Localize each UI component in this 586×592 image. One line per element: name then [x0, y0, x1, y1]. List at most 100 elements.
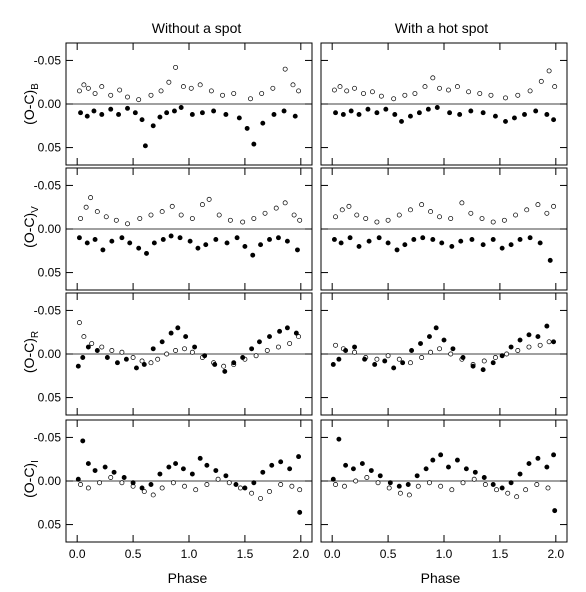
- y-tick-label: 0.05: [38, 141, 62, 155]
- data-point-open: [173, 64, 179, 70]
- data-point-open: [344, 88, 350, 94]
- data-point-filled: [547, 257, 553, 263]
- data-point-filled: [430, 457, 436, 463]
- data-point-filled: [195, 245, 201, 251]
- data-point-filled: [522, 112, 527, 117]
- data-point-filled: [159, 339, 165, 345]
- data-point-filled: [414, 473, 420, 479]
- data-point-filled: [517, 237, 523, 242]
- data-point-filled: [94, 348, 100, 353]
- data-point-filled: [258, 242, 264, 248]
- data-point-open: [396, 212, 402, 218]
- data-point-filled: [240, 355, 246, 360]
- data-point-filled: [333, 110, 338, 116]
- ylabel-row-2: (O-C)R: [21, 331, 41, 373]
- data-point-open: [81, 334, 87, 340]
- data-point-filled: [330, 362, 336, 367]
- data-point-open: [471, 476, 477, 482]
- data-point-filled: [441, 337, 447, 343]
- data-point-filled: [108, 106, 114, 112]
- x-tick-label: 1.5: [492, 547, 509, 561]
- data-point-filled: [490, 482, 496, 487]
- data-point-filled: [222, 368, 228, 374]
- data-point-filled: [350, 466, 356, 472]
- data-point-open: [524, 207, 530, 213]
- data-point-filled: [408, 113, 413, 119]
- data-point-filled: [213, 468, 219, 473]
- data-point-filled: [249, 346, 255, 352]
- data-point-filled: [439, 240, 445, 246]
- data-point-filled: [257, 339, 262, 345]
- data-point-filled: [347, 235, 353, 241]
- data-point-open: [466, 89, 472, 95]
- data-point-open: [85, 85, 91, 91]
- data-point-filled: [343, 462, 349, 468]
- data-point-filled: [278, 459, 284, 465]
- svg-text:(O-C)R: (O-C)R: [21, 331, 41, 373]
- data-point-filled: [168, 233, 174, 239]
- svg-text:(O-C)B: (O-C)B: [21, 83, 41, 125]
- data-point-filled: [409, 348, 415, 353]
- data-point-open: [182, 346, 187, 352]
- data-point-filled: [537, 240, 543, 246]
- data-point-open: [248, 96, 253, 102]
- data-point-filled: [394, 247, 400, 253]
- data-point-filled: [78, 110, 83, 116]
- data-point-open: [208, 88, 214, 94]
- data-point-open: [523, 487, 529, 493]
- data-point-filled: [233, 482, 239, 487]
- data-point-open: [170, 480, 176, 486]
- panel-V-no-spot: -0.05 0.00 0.05: [34, 167, 313, 291]
- data-point-filled: [372, 362, 378, 367]
- x-tick-label: 2.0: [292, 547, 309, 561]
- data-point-open: [460, 480, 466, 486]
- data-point-filled: [202, 353, 208, 359]
- data-point-open: [428, 209, 434, 215]
- data-point-filled: [151, 240, 157, 246]
- data-point-filled: [142, 143, 148, 149]
- y-tick-label: 0.00: [38, 474, 62, 488]
- data-point-filled: [526, 461, 532, 467]
- data-point-filled: [458, 238, 464, 244]
- data-point-filled: [470, 363, 476, 369]
- data-point-open: [276, 344, 281, 350]
- data-point-filled: [512, 115, 517, 121]
- data-point-filled: [144, 250, 149, 256]
- data-point-open: [278, 482, 284, 487]
- data-point-filled: [236, 115, 242, 121]
- x-tick-label: 1.5: [237, 547, 254, 561]
- data-point-open: [148, 92, 154, 98]
- data-point-open: [215, 476, 221, 482]
- data-point-filled: [544, 112, 550, 117]
- data-point-filled: [180, 466, 186, 472]
- data-point-open: [89, 341, 95, 346]
- data-point-open: [514, 494, 520, 500]
- data-point-filled: [376, 235, 382, 241]
- data-point-filled: [251, 480, 257, 486]
- data-point-open: [125, 94, 130, 100]
- data-point-filled: [175, 325, 181, 331]
- data-point-filled: [382, 358, 388, 364]
- data-point-open: [76, 88, 82, 94]
- data-point-open: [296, 88, 302, 94]
- y-tick-label: -0.05: [34, 178, 62, 192]
- data-point-open: [206, 196, 212, 202]
- data-point-open: [459, 200, 465, 206]
- data-point-open: [422, 84, 428, 90]
- data-point-filled: [75, 363, 81, 369]
- data-point-open: [262, 210, 268, 216]
- data-point-open: [78, 482, 83, 487]
- data-point-filled: [242, 485, 248, 491]
- data-point-open: [415, 483, 421, 489]
- data-point-filled: [402, 242, 408, 248]
- data-point-open: [231, 91, 237, 96]
- panel-R-hot-spot: [320, 292, 568, 416]
- data-point-filled: [377, 473, 383, 479]
- data-point-open: [103, 214, 109, 220]
- data-point-filled: [416, 110, 422, 116]
- ylabel-row-3: (O-C)I: [21, 460, 41, 498]
- data-point-open: [81, 82, 87, 88]
- panel-R-no-spot: -0.05 0.00 0.05: [34, 292, 313, 416]
- data-point-filled: [533, 108, 539, 114]
